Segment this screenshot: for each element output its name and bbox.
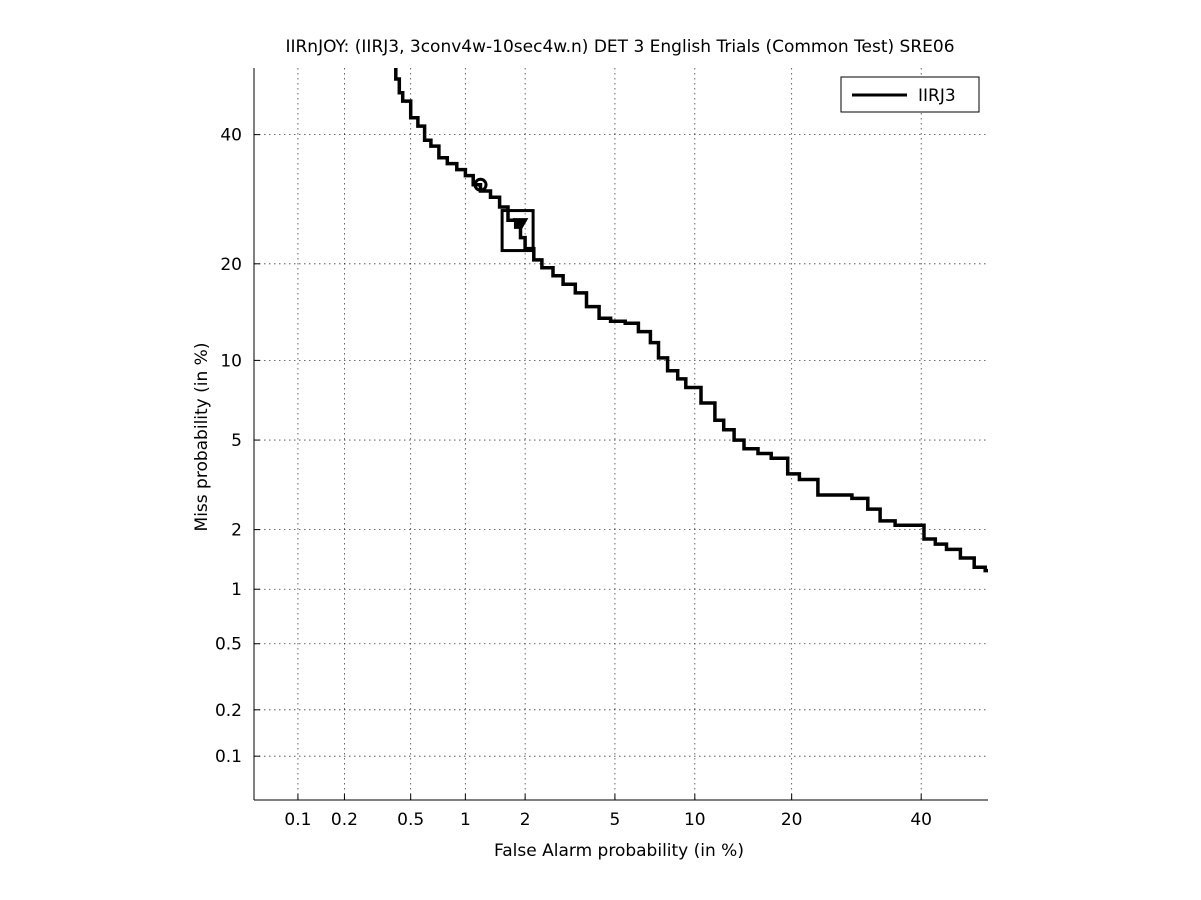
x-tick-label: 1 [460, 810, 471, 830]
legend: IIRJ3 [840, 76, 980, 113]
x-tick-label: 5 [610, 810, 621, 830]
series-line-IIRJ3 [394, 68, 988, 573]
y-axis-label: Miss probability (in %) [192, 343, 212, 532]
y-tick-label: 20 [220, 255, 242, 275]
x-tick-label: 20 [781, 810, 803, 830]
x-tick-label: 0.5 [397, 810, 424, 830]
y-tick-label: 0.1 [215, 747, 242, 767]
x-tick-label: 40 [910, 810, 932, 830]
y-tick-label: 5 [231, 431, 242, 451]
y-tick-label: 1 [231, 580, 242, 600]
actual-dcf-box [500, 209, 535, 253]
plot-area: 0.1 0.2 0.5 1 2 5 10 20 40 0.1 0.2 0.5 1 2 5 10 20 40 IIR… [215, 68, 988, 830]
axes: 0.1 0.2 0.5 1 2 5 10 20 40 0.1 0.2 0.5 1 2 5 10 20 40 [215, 68, 988, 830]
chart-title: IIRnJOY: (IIRJ3, 3conv4w-10sec4w.n) DET … [285, 37, 954, 57]
grid [254, 68, 988, 800]
legend-label: IIRJ3 [918, 86, 956, 106]
x-tick-label: 10 [684, 810, 706, 830]
axes-background [254, 68, 988, 800]
eer-triangle [512, 218, 529, 232]
x-tick-label: 2 [520, 810, 531, 830]
marker-layer [473, 177, 535, 253]
y-tick-label: 40 [220, 126, 242, 146]
min-dcf-circle [473, 177, 488, 192]
y-tick-label: 0.2 [215, 701, 242, 721]
x-tick-label: 0.1 [284, 810, 311, 830]
x-tick-label: 0.2 [331, 810, 358, 830]
series-layer [394, 68, 988, 573]
x-axis-label: False Alarm probability (in %) [494, 841, 744, 861]
y-tick-label: 2 [231, 521, 242, 541]
y-tick-label: 10 [220, 351, 242, 371]
y-tick-label: 0.5 [215, 635, 242, 655]
